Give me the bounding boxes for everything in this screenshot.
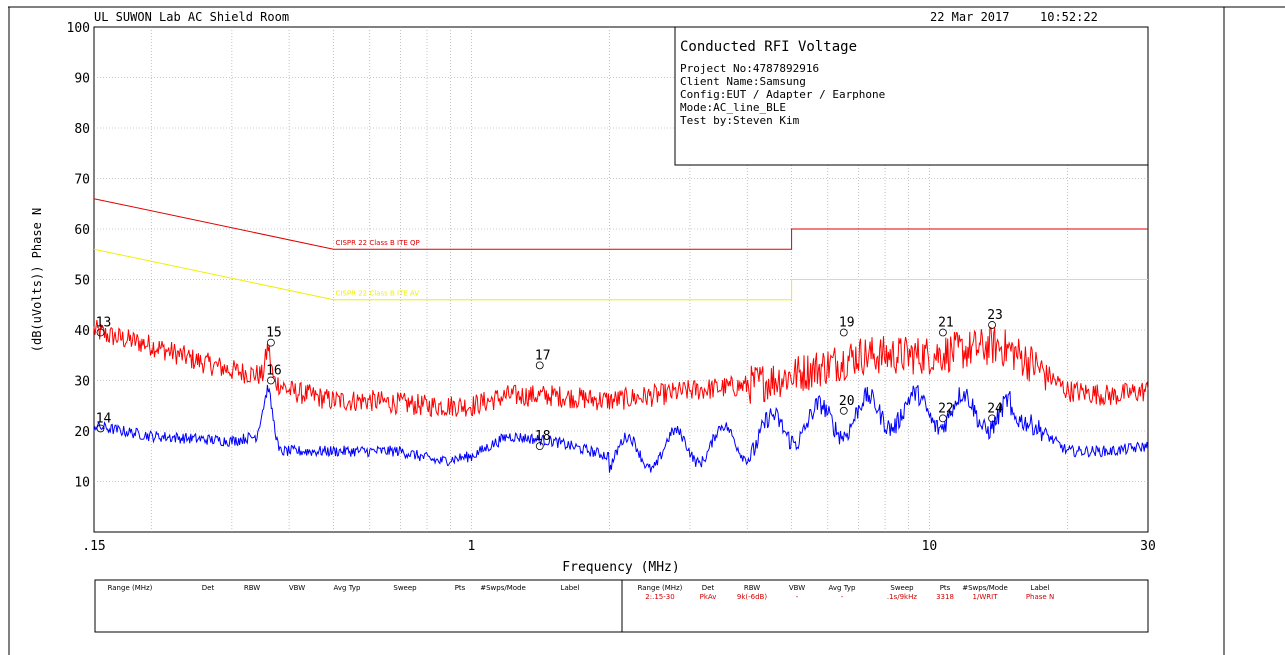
x-axis-label: Frequency (MHz) bbox=[562, 560, 679, 575]
y-tick-label: 100 bbox=[67, 21, 90, 36]
peak-marker-label: 24 bbox=[987, 401, 1003, 416]
peak-marker bbox=[96, 328, 105, 337]
peak-marker-label: 17 bbox=[535, 348, 551, 363]
info-client: Client Name:Samsung bbox=[680, 75, 806, 88]
settings-value: 3318 bbox=[936, 593, 954, 601]
peak-marker-label: 19 bbox=[839, 316, 855, 331]
settings-header: Sweep bbox=[890, 584, 914, 592]
settings-right-headers: Range (MHz) Det RBW VBW Avg Typ Sweep Pts #Swps… bbox=[638, 584, 1050, 592]
settings-header: VBW bbox=[789, 584, 805, 592]
peak-marker bbox=[267, 376, 275, 385]
peak-marker-label: 13 bbox=[96, 316, 112, 331]
settings-header: Det bbox=[202, 584, 215, 592]
peak-marker bbox=[988, 321, 996, 329]
y-tick-label: 50 bbox=[74, 274, 90, 289]
peak-marker bbox=[839, 328, 848, 337]
limit-line-label: CISPR 22 Class B ITE QP bbox=[336, 239, 420, 247]
info-box-frame bbox=[674, 26, 1149, 166]
x-tick-labels: .15 1 10 30 bbox=[82, 539, 1156, 554]
info-mode: Mode:AC_line_BLE bbox=[680, 101, 786, 114]
settings-value: 9k(-6dB) bbox=[737, 593, 767, 601]
settings-header: Det bbox=[702, 584, 715, 592]
y-tick-label: 80 bbox=[74, 122, 90, 137]
settings-value: PkAv bbox=[700, 593, 717, 601]
y-tick-label: 10 bbox=[74, 476, 90, 491]
test-date: 22 Mar 2017 bbox=[930, 10, 1009, 24]
settings-header: Pts bbox=[940, 584, 951, 592]
test-time: 10:52:22 bbox=[1040, 10, 1098, 24]
peak-marker-label: 22 bbox=[938, 401, 954, 416]
peak-marker-label: 15 bbox=[266, 326, 282, 341]
settings-right-row: 2:.15-30 PkAv 9k(-6dB) - - .1s/9kHz 3318 1/WRIT… bbox=[645, 593, 1054, 601]
x-tick-label: 1 bbox=[467, 539, 475, 554]
limit-line bbox=[93, 198, 1148, 250]
trace-line bbox=[93, 320, 1149, 418]
info-config: Config:EUT / Adapter / Earphone bbox=[680, 88, 885, 101]
peak-marker-label: 21 bbox=[938, 316, 954, 331]
limit-line-label: CISPR 22 Class B ITE AV bbox=[336, 290, 420, 298]
settings-header: #Swps/Mode bbox=[962, 584, 1008, 592]
lab-name: UL SUWON Lab AC Shield Room bbox=[94, 10, 289, 24]
settings-header: Label bbox=[561, 584, 580, 592]
peak-marker-label: 20 bbox=[839, 394, 855, 409]
x-tick-label: .15 bbox=[82, 539, 105, 554]
info-project: Project No:4787892916 bbox=[680, 62, 819, 75]
peak-marker-label: 23 bbox=[987, 308, 1003, 323]
settings-left-headers: Range (MHz) Det RBW VBW Avg Typ Sweep Pts #Swps… bbox=[108, 584, 580, 592]
y-tick-label: 90 bbox=[74, 72, 90, 87]
settings-header: VBW bbox=[289, 584, 305, 592]
traces bbox=[93, 320, 1149, 473]
y-tick-label: 70 bbox=[74, 173, 90, 188]
settings-header: Sweep bbox=[393, 584, 417, 592]
trace-line bbox=[93, 384, 1149, 473]
limit-line bbox=[93, 248, 1148, 301]
settings-header: RBW bbox=[744, 584, 760, 592]
settings-table: Range (MHz) Det RBW VBW Avg Typ Sweep Pts #Swps… bbox=[94, 579, 1149, 633]
peak-marker bbox=[535, 442, 544, 451]
y-tick-label: 40 bbox=[74, 324, 90, 339]
y-tick-label: 30 bbox=[74, 375, 90, 390]
info-title: Conducted RFI Voltage bbox=[680, 39, 857, 55]
settings-header: #Swps/Mode bbox=[480, 584, 526, 592]
info-tester: Test by:Steven Kim bbox=[680, 114, 800, 127]
limit-lines: CISPR 22 Class B ITE QP CISPR 22 Class B … bbox=[93, 198, 1148, 301]
settings-header: Range (MHz) bbox=[108, 584, 153, 592]
info-box: Conducted RFI Voltage Project No:4787892… bbox=[674, 26, 1149, 166]
x-tick-label: 30 bbox=[1140, 539, 1156, 554]
y-tick-labels: 10 20 30 40 50 60 70 80 90 100 bbox=[67, 21, 90, 491]
peak-marker bbox=[839, 406, 848, 415]
y-tick-label: 20 bbox=[74, 425, 90, 440]
settings-value: Phase N bbox=[1026, 593, 1054, 601]
peak-marker bbox=[988, 414, 996, 423]
settings-value: 1/WRIT bbox=[973, 593, 999, 601]
settings-header: Pts bbox=[455, 584, 466, 592]
peak-marker bbox=[939, 414, 947, 423]
settings-header: RBW bbox=[244, 584, 260, 592]
settings-header: Avg Typ bbox=[829, 584, 857, 592]
peak-marker-label: 16 bbox=[266, 364, 282, 379]
peak-marker bbox=[267, 338, 275, 347]
peak-marker-label: 18 bbox=[535, 429, 551, 444]
settings-header: Avg Typ bbox=[334, 584, 362, 592]
x-tick-label: 10 bbox=[922, 539, 938, 554]
peak-markers: 13 14 15 16 17 18 19 20 21 22 23 24 bbox=[96, 308, 1003, 451]
settings-value: .1s/9kHz bbox=[887, 593, 917, 601]
settings-value: - bbox=[841, 593, 844, 601]
peak-marker-label: 14 bbox=[96, 411, 112, 426]
settings-value: 2:.15-30 bbox=[645, 593, 674, 601]
peak-marker bbox=[535, 361, 544, 370]
plot-area: CISPR 22 Class B ITE QP CISPR 22 Class B … bbox=[93, 26, 1149, 533]
settings-value: - bbox=[796, 593, 799, 601]
y-axis-label: (dB(uVolts)) Phase N bbox=[30, 208, 44, 353]
settings-header: Range (MHz) bbox=[638, 584, 683, 592]
peak-marker bbox=[96, 424, 105, 433]
peak-marker bbox=[939, 328, 947, 337]
y-tick-label: 60 bbox=[74, 223, 90, 238]
settings-header: Label bbox=[1031, 584, 1050, 592]
